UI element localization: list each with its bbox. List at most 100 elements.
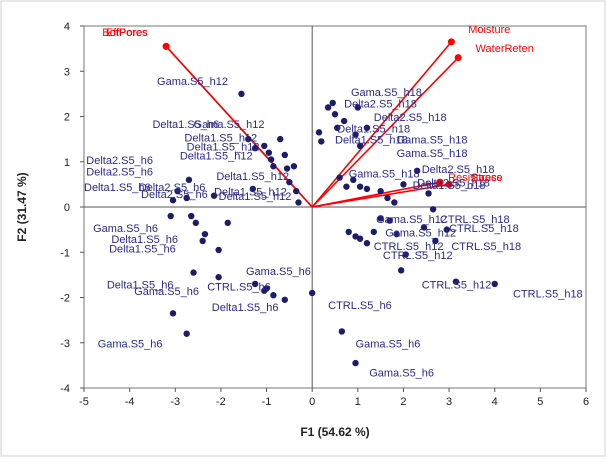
observation-point: [277, 135, 284, 143]
observation-label: Gama.S5_h6: [246, 266, 311, 278]
observation-label: CTRL.S5_h12: [383, 250, 453, 262]
observation-label: CTRL.S5_h6: [328, 300, 392, 312]
observation-label: Delta1.S5_h18: [413, 180, 486, 192]
observation-point: [174, 187, 181, 195]
x-tick-label: 3: [446, 396, 452, 408]
observation-point: [265, 149, 273, 156]
observation-point: [350, 176, 357, 184]
observation-label: Delta2.S5_h6: [86, 155, 153, 167]
observation-point: [343, 183, 350, 190]
observation-point: [429, 206, 437, 213]
observation-label: Delta2.S5_h6: [141, 189, 208, 201]
x-tick-label: 1: [355, 396, 361, 408]
observation-point: [352, 359, 359, 367]
observation-point: [290, 163, 298, 170]
observation-point: [249, 185, 257, 193]
observation-label: Delta1.S5_h6: [212, 302, 279, 314]
observation-point: [452, 278, 460, 285]
observation-point: [400, 181, 407, 188]
observation-point: [286, 178, 293, 186]
x-tick-label: -2: [216, 396, 226, 408]
observation-point: [183, 330, 190, 337]
observation-label: Delta1.S5_h6: [152, 119, 219, 131]
point-layer: [167, 90, 498, 367]
observation-point: [356, 235, 364, 242]
observation-point: [377, 187, 384, 195]
observation-label: Delta2.S5_h18: [344, 98, 417, 110]
observation-label: Gama.S5_h18: [349, 169, 420, 181]
x-tick-label: 0: [309, 396, 315, 408]
observation-label: Delta1.S5_h18: [335, 135, 408, 147]
observation-label: Gama.S5_h12: [385, 227, 456, 239]
observation-point: [334, 124, 341, 132]
observation-label: Gama.S5_h12: [194, 119, 265, 131]
observation-label: Gama.S5_h6: [134, 286, 199, 298]
y-tick-label: 2: [64, 112, 70, 124]
observation-label: Delta1.S5_h12: [214, 187, 287, 199]
x-tick-label: -3: [170, 396, 180, 408]
observation-point: [354, 104, 362, 111]
observation-label: CTRL.S5_h18: [451, 241, 521, 253]
observation-label: Gama.S5_h18: [397, 135, 468, 147]
observation-label: Gama.S5_h6: [356, 338, 421, 350]
observation-point: [308, 289, 316, 297]
observation-label: CTRL.S5_h18: [449, 223, 519, 235]
observation-label: Delta1.S5_h6: [107, 279, 174, 291]
observation-point: [199, 237, 206, 245]
observation-label: CTRL.S5_h18: [513, 289, 583, 301]
x-tick-label: 2: [400, 396, 406, 408]
loading-vector: [311, 41, 452, 208]
observation-point: [331, 111, 339, 118]
observation-point: [201, 230, 209, 238]
observation-point: [192, 219, 200, 227]
observation-point: [318, 138, 325, 145]
x-tick-label: 5: [537, 396, 543, 408]
variable-label: BotPores: [102, 27, 148, 39]
loading-vector: [311, 57, 459, 208]
observation-label: CTRL.S5_h18: [440, 214, 510, 226]
x-axis-label: F1 (54.62 %): [300, 425, 369, 439]
observation-point: [425, 190, 432, 197]
observation-point: [281, 151, 288, 159]
observation-point: [336, 174, 343, 181]
observation-label: Delta2.S5_h18: [422, 164, 495, 176]
observation-point: [356, 142, 364, 150]
observation-label: Gama.S5_h18: [351, 87, 422, 99]
observation-point: [283, 165, 291, 172]
observation-label: Gama.S5_h12: [157, 76, 228, 88]
observation-label: Delta1.S5_h12: [216, 171, 289, 183]
observation-point: [397, 267, 405, 274]
observation-point: [281, 296, 288, 303]
label-layer: Gama.S5_h12Delta1.S5_h6Gama.S5_h12Delta1…: [84, 76, 583, 380]
x-tick-label: -4: [125, 396, 135, 408]
loading-vector-tip: [454, 54, 462, 62]
observation-point: [370, 228, 377, 236]
observation-point: [352, 131, 359, 138]
observation-label: Gama.S5_h6: [93, 223, 158, 235]
y-tick-label: 0: [64, 202, 70, 214]
observation-point: [185, 176, 193, 184]
observation-label: Delta1.S5_h18: [337, 123, 410, 135]
y-tick-label: -2: [60, 293, 70, 305]
observation-point: [188, 212, 195, 220]
observation-label: Gama.S5_h12: [376, 214, 447, 226]
axes-layer: -5 -4 -3 -2 -1 0 1 2 3 4 5 6 -4 -3 -2 -1 0 1 2 3 4: [60, 21, 589, 408]
observation-point: [377, 215, 384, 222]
observation-point: [340, 117, 348, 125]
observation-point: [295, 199, 302, 206]
observation-point: [363, 240, 371, 247]
loading-vector-tip: [436, 178, 444, 186]
observation-label: Delta2.S5_h6: [86, 166, 153, 178]
observation-point: [324, 104, 332, 111]
x-tick-label: 6: [583, 396, 589, 408]
loading-vector-tip: [447, 38, 455, 46]
observation-label: Delta1.S5_h6: [111, 234, 178, 246]
loading-vector: [312, 183, 450, 208]
observation-point: [267, 156, 275, 163]
observation-point: [167, 212, 174, 220]
loading-vector-tip: [445, 180, 453, 188]
observation-point: [215, 273, 222, 281]
observation-point: [420, 224, 428, 231]
